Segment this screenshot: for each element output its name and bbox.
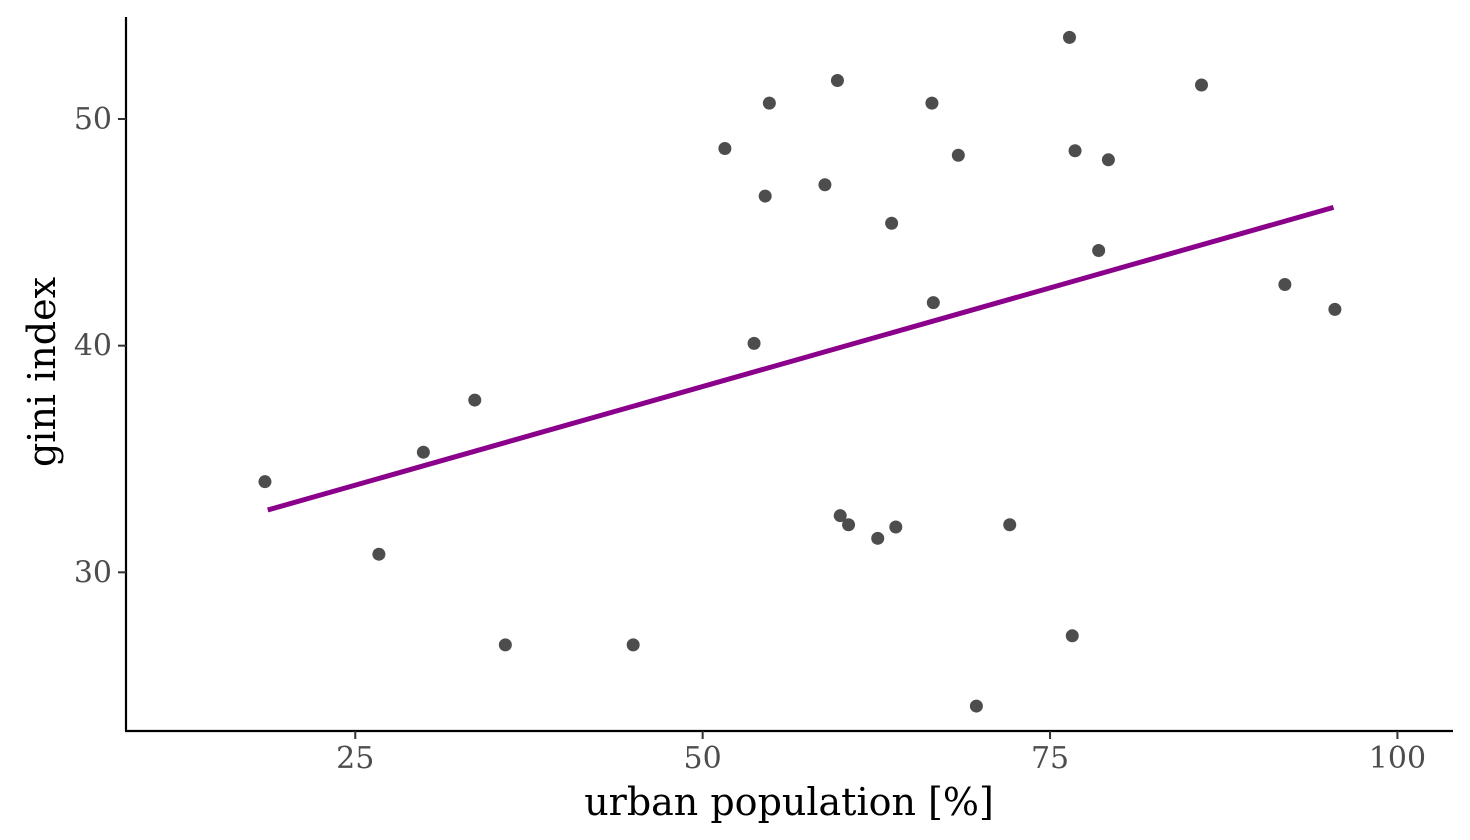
trend-layer <box>267 204 1335 513</box>
data-point <box>1092 243 1106 257</box>
x-tick-label: 50 <box>684 741 722 776</box>
data-point <box>925 96 939 110</box>
data-point <box>1003 518 1017 532</box>
data-point <box>951 148 965 162</box>
x-tick-label: 25 <box>336 741 374 776</box>
data-point <box>830 73 844 87</box>
y-axis-title: gini index <box>20 277 64 467</box>
x-tick-label: 75 <box>1031 741 1069 776</box>
data-point <box>372 547 386 561</box>
data-point <box>258 475 272 489</box>
data-point <box>758 189 772 203</box>
trend-line <box>267 204 1335 513</box>
data-point <box>762 96 776 110</box>
data-point <box>626 638 640 652</box>
data-point <box>926 296 940 310</box>
ticks: 25 50 75 100 30 40 50 <box>74 102 1426 776</box>
data-point <box>885 216 899 230</box>
data-point <box>889 520 903 534</box>
data-point <box>1328 302 1342 316</box>
y-tick-label: 30 <box>74 555 112 590</box>
data-point <box>1068 144 1082 158</box>
axes <box>124 17 1453 733</box>
data-point <box>1065 629 1079 643</box>
data-point <box>416 445 430 459</box>
data-point <box>1194 78 1208 92</box>
data-point <box>818 178 832 192</box>
data-point <box>747 336 761 350</box>
y-tick-label: 50 <box>74 102 112 137</box>
data-point <box>1101 153 1115 167</box>
x-tick-label: 100 <box>1369 741 1426 776</box>
data-point <box>969 699 983 713</box>
data-point <box>833 509 847 523</box>
data-point <box>498 638 512 652</box>
data-point <box>871 531 885 545</box>
data-point <box>1062 30 1076 44</box>
y-tick-label: 40 <box>74 329 112 364</box>
data-point <box>718 141 732 155</box>
x-axis-title: urban population [%] <box>584 780 994 824</box>
points-layer <box>258 30 1342 713</box>
data-point <box>842 518 856 532</box>
data-point <box>1278 277 1292 291</box>
data-point <box>468 393 482 407</box>
